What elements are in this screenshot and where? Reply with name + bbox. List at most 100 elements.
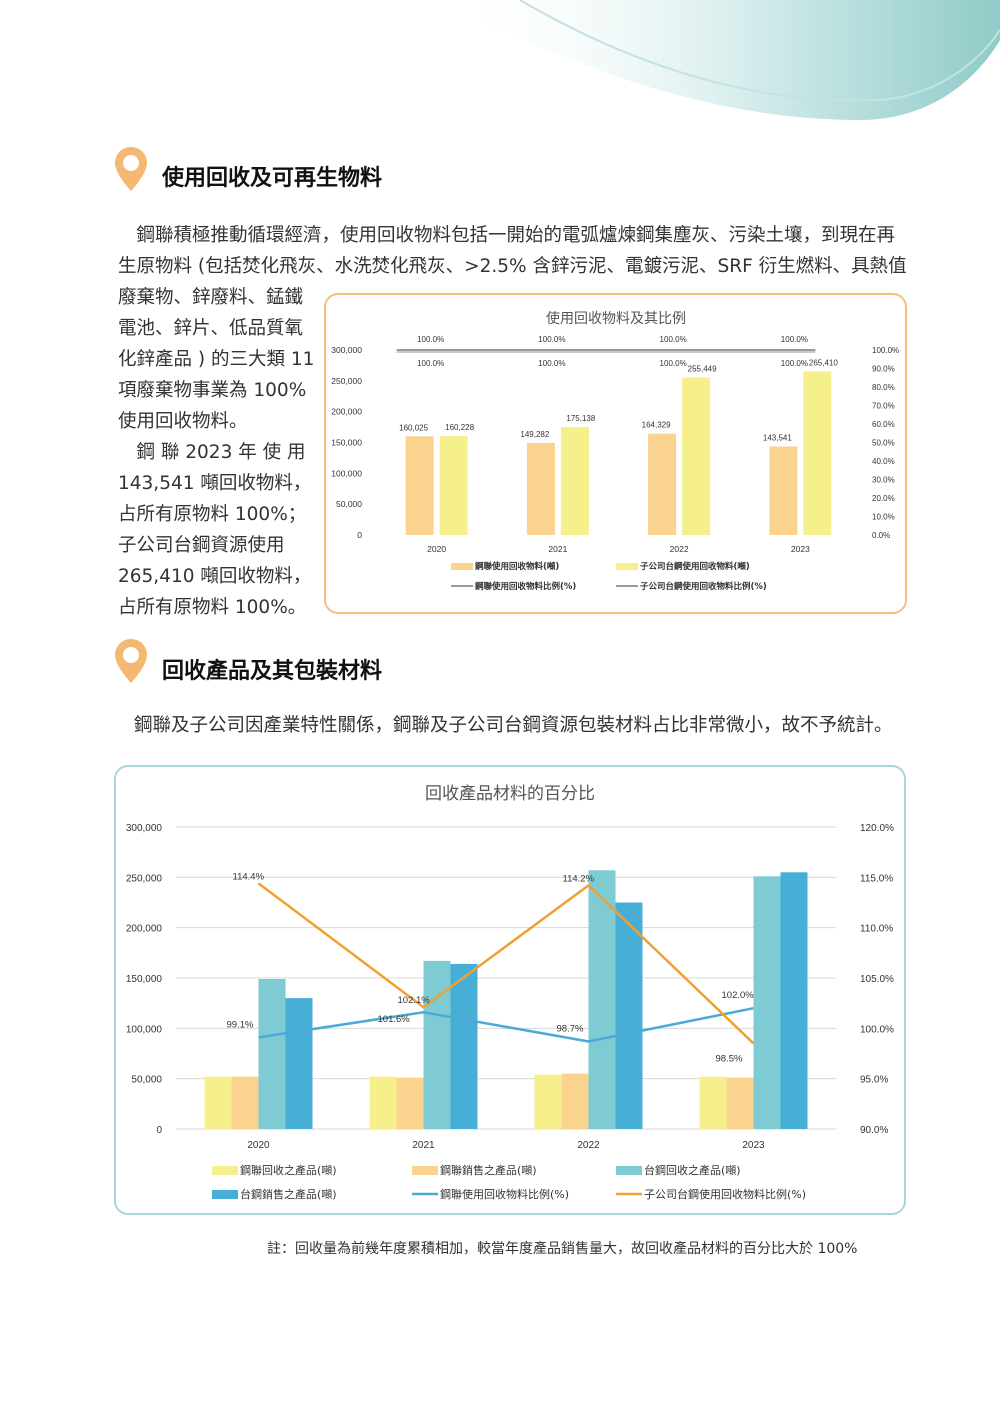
legend-label: 鋼聯使用回收物料(噸) (474, 561, 559, 572)
x-tick-label: 2022 (670, 544, 689, 554)
y2-tick-label: 90.0% (872, 365, 895, 374)
y2-tick-label: 0.0% (872, 531, 890, 540)
side-paragraph-line: 電池、鋅片、低品質氧 (118, 318, 304, 339)
y2-tick-label: 30.0% (872, 476, 895, 485)
bar-data-label: 160,228 (445, 423, 474, 432)
legend-label: 鋼聯使用回收物料比例(%) (440, 1187, 569, 1201)
bar-data-label: 143,541 (763, 433, 792, 442)
bar-steel-union (648, 433, 677, 535)
bar-series-2 (561, 1073, 589, 1129)
bar-data-label: 255,449 (688, 364, 717, 373)
legend-label: 子公司台鋼使用回收物料比例(%) (644, 1187, 806, 1201)
y2-tick-label: 70.0% (872, 402, 895, 411)
legend-label: 子公司台鋼使用回收物料比例(%) (640, 581, 767, 592)
y-tick-label: 150,000 (126, 974, 163, 985)
legend-swatch (212, 1190, 238, 1199)
series-line-subsidiary-ratio (257, 882, 755, 1045)
legend-swatch (616, 1166, 642, 1175)
legend-label: 鋼聯使用回收物料比例(%) (474, 581, 576, 592)
y-tick-label: 100,000 (331, 468, 362, 478)
bar-series-2 (726, 1077, 754, 1129)
y2-tick-label: 115.0% (860, 873, 893, 884)
legend-label: 鋼聯銷售之產品(噸) (440, 1163, 537, 1177)
y-tick-label: 50,000 (131, 1075, 162, 1086)
chart-recycled-materials: 使用回收物料及其比例 0 50,000 100,000 150,000 200,000 25… (324, 293, 907, 614)
bar-series-3 (588, 870, 616, 1129)
x-tick-label: 2021 (412, 1140, 435, 1151)
paragraph-line: 生原物料 (包括焚化飛灰、水洗焚化飛灰、>2.5% 含鋅污泥、電鍍污泥、SRF … (118, 256, 907, 277)
y-tick-label: 0 (156, 1125, 162, 1136)
location-pin-icon (115, 147, 147, 191)
bar-series-4 (780, 872, 808, 1129)
side-paragraph-line: 項廢棄物事業為 100% (118, 380, 307, 401)
bar-series-3 (423, 960, 451, 1129)
line-data-label: 100.0% (781, 359, 808, 368)
legend-swatch (616, 563, 638, 570)
chart1-svg: 使用回收物料及其比例 0 50,000 100,000 150,000 200,000 25… (331, 310, 899, 592)
chart-title: 回收產品材料的百分比 (425, 784, 595, 804)
legend-label: 子公司台鋼使用回收物料(噸) (640, 561, 750, 572)
bar-subsidiary (439, 436, 468, 535)
legend-swatch (412, 1166, 438, 1175)
y2-tick-label: 90.0% (860, 1125, 888, 1136)
header-wave-decoration (440, 0, 1000, 120)
y-tick-label: 50,000 (336, 499, 362, 509)
y2-tick-label: 40.0% (872, 457, 895, 466)
y2-tick-label: 80.0% (872, 383, 895, 392)
bar-series-1 (369, 1076, 397, 1129)
packaging-paragraph: 鋼聯及子公司因產業特性關係，鋼聯及子公司台鋼資源包裝材料占比非常微小，故不予統計… (134, 715, 893, 736)
line-data-label: 98.5% (716, 1053, 743, 1064)
x-tick-label: 2021 (548, 544, 567, 554)
line-data-label: 100.0% (417, 335, 444, 344)
chart2-svg: 回收產品材料的百分比 0 50,000 100,000 150,000 200,000 25… (126, 784, 894, 1201)
line-data-label: 100.0% (781, 335, 808, 344)
x-tick-label: 2020 (427, 544, 446, 554)
bar-series-4 (285, 998, 313, 1129)
y2-tick-label: 110.0% (860, 924, 893, 935)
line-data-label: 100.0% (538, 335, 565, 344)
y-tick-label: 0 (357, 530, 362, 540)
x-tick-label: 2023 (742, 1140, 765, 1151)
chart-recycled-products: 回收產品材料的百分比 0 50,000 100,000 150,000 200,000 25… (114, 765, 906, 1215)
bar-series-3 (753, 876, 781, 1129)
section-title-recycled-materials: 使用回收及可再生物料 (162, 166, 383, 191)
side-paragraph-line: 占所有原物料 100%； (118, 504, 307, 525)
legend-label: 台鋼回收之產品(噸) (644, 1163, 741, 1177)
bar-data-label: 175,138 (566, 414, 595, 423)
side-paragraph-line: 265,410 噸回收物料， (118, 566, 312, 587)
legend-label: 台鋼銷售之產品(噸) (240, 1187, 337, 1201)
side-paragraph-line: 廢棄物、鋅廢料、錳鐵 (118, 287, 304, 308)
line-data-label: 98.7% (557, 1023, 584, 1034)
line-data-label: 101.6% (378, 1014, 411, 1025)
y2-tick-label: 10.0% (872, 513, 895, 522)
y2-tick-label: 105.0% (860, 974, 894, 985)
y2-tick-label: 95.0% (860, 1075, 888, 1086)
line-data-label: 102.0% (722, 990, 755, 1001)
series-line-steel-union-ratio (258, 1006, 754, 1043)
bar-data-label: 164,329 (642, 421, 671, 430)
line-data-label: 114.4% (233, 871, 265, 882)
side-paragraph-line: 鋼 聯 2023 年 使 用 (118, 442, 306, 463)
y-tick-label: 300,000 (331, 345, 362, 355)
y-tick-label: 100,000 (126, 1024, 163, 1035)
bar-series-4 (450, 963, 478, 1129)
location-pin-icon (115, 639, 147, 683)
y2-tick-label: 100.0% (872, 346, 899, 355)
line-data-label: 100.0% (660, 359, 687, 368)
line-data-label: 114.2% (563, 873, 595, 884)
y-tick-label: 250,000 (331, 376, 362, 386)
bar-series-4 (615, 902, 643, 1129)
y-tick-label: 150,000 (331, 438, 362, 448)
line-data-label: 102.1% (398, 995, 431, 1006)
legend-swatch (212, 1166, 238, 1175)
bar-series-1 (204, 1076, 232, 1129)
footnote: 註：回收量為前幾年度累積相加，較當年度產品銷售量大，故回收產品材料的百分比大於 … (267, 1241, 858, 1257)
side-paragraph-line: 化鋅產品 ) 的三大類 11 (118, 349, 315, 370)
x-tick-label: 2020 (247, 1140, 270, 1151)
side-paragraph-line: 子公司台鋼資源使用 (118, 535, 285, 556)
bar-steel-union (405, 436, 434, 535)
side-paragraph-line: 143,541 噸回收物料， (118, 473, 312, 494)
bar-data-label: 160,025 (399, 423, 428, 432)
bar-subsidiary (682, 377, 711, 535)
line-data-label: 99.1% (227, 1019, 254, 1030)
